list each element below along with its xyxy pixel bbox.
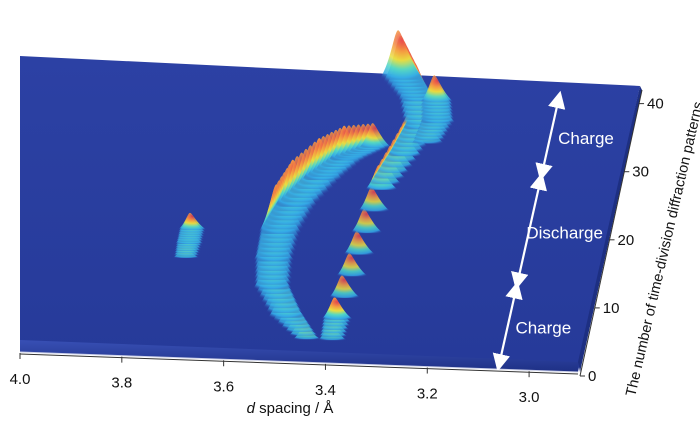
x-axis: 4.0 3.8 3.6 3.4 3.2 3.0 — [10, 353, 579, 406]
ridge-D — [411, 75, 457, 144]
peak-ridges — [172, 30, 457, 341]
ridge-segment — [342, 231, 376, 255]
cycle-arrow — [535, 90, 566, 182]
ridge-A — [172, 212, 208, 258]
ridge-segment — [358, 123, 393, 148]
cycle-arrow — [492, 281, 523, 372]
y-tick-label: 20 — [618, 232, 635, 249]
y-tick-label: 40 — [647, 96, 664, 113]
ridge-segment — [177, 212, 208, 231]
ridge-segment — [357, 187, 391, 212]
y-tick-label: 30 — [632, 164, 649, 181]
ridge-B — [252, 123, 393, 340]
cycle-arrow — [511, 172, 547, 291]
cycle-label: Charge — [558, 129, 614, 148]
x-tick-label: 3.8 — [111, 375, 132, 392]
x-tick-label: 3.0 — [519, 389, 540, 406]
y-tick-label: 10 — [603, 300, 620, 317]
y-tick-label: 0 — [588, 368, 596, 385]
cycle-label: Charge — [515, 319, 571, 338]
y-axis-label: The number of time-division diffraction … — [623, 100, 700, 398]
x-tick-label: 3.6 — [213, 378, 234, 395]
cycle-annotations: Charge Discharge Charge — [492, 90, 614, 372]
ridge-segment — [419, 75, 455, 103]
ridge-segment — [379, 30, 425, 80]
ridge-segment — [350, 209, 384, 234]
ridge-segment — [321, 297, 354, 320]
surface-floor — [19, 56, 642, 373]
x-tick-label: 3.2 — [417, 386, 438, 403]
x-tick-label: 4.0 — [10, 371, 31, 388]
ridge-segment — [328, 275, 361, 299]
ridge-segment — [335, 253, 369, 277]
cycle-label: Discharge — [526, 224, 603, 243]
x-tick-label: 3.4 — [315, 382, 336, 399]
x-axis-label: d spacing / Å — [247, 400, 334, 417]
y-axis: 0 10 20 30 40 — [579, 89, 664, 385]
